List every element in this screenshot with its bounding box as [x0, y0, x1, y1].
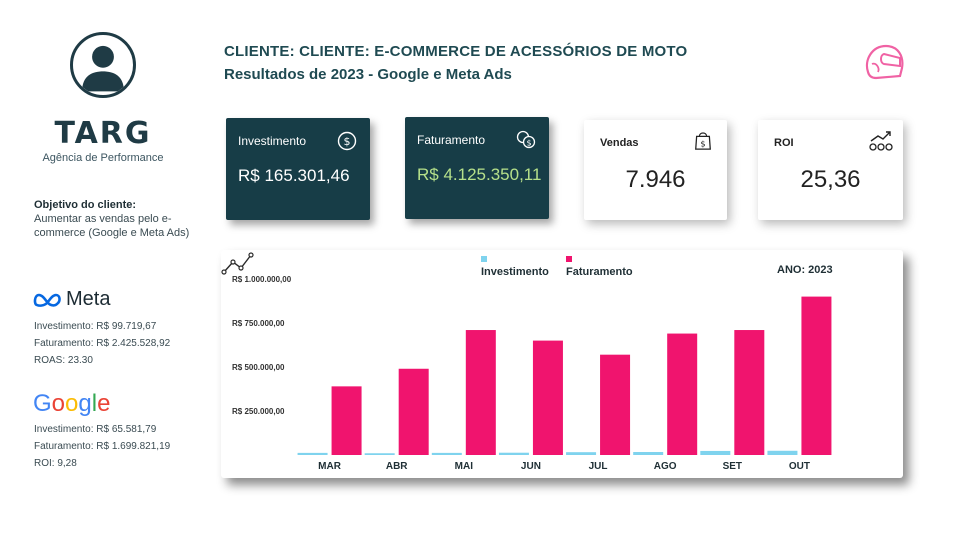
- shopping-bag-icon: $: [695, 132, 711, 150]
- objective-text: Aumentar as vendas pelo e-commerce (Goog…: [34, 213, 190, 239]
- bar-investimento[interactable]: [364, 453, 395, 455]
- bar-faturamento[interactable]: [532, 340, 563, 455]
- motorcycle-helmet-icon: [865, 44, 904, 80]
- bar-investimento[interactable]: [498, 452, 529, 455]
- brand-tagline: Agência de Performance: [42, 152, 164, 164]
- growth-chart-icon: [869, 131, 893, 151]
- bar-investimento[interactable]: [297, 452, 328, 455]
- kpi-roi: ROI 25,36: [758, 120, 903, 220]
- meta-infinity-icon: [33, 293, 61, 307]
- google-roi: ROI: 9,28: [34, 458, 77, 469]
- meta-stats: Investimento: R$ 99.719,67 Faturamento: …: [34, 318, 170, 369]
- google-logo-letter: l: [91, 390, 98, 417]
- kpi-faturamento-label: Faturamento: [417, 133, 486, 147]
- google-investimento: Investimento: R$ 65.581,79: [34, 424, 157, 435]
- meta-roas: ROAS: 23.30: [34, 355, 93, 366]
- svg-text:$: $: [526, 139, 531, 148]
- kpi-faturamento-value: R$ 4.125.350,11: [417, 165, 542, 184]
- kpi-investimento-value: R$ 165.301,46: [238, 166, 350, 185]
- user-avatar-icon: [70, 32, 136, 98]
- bar-faturamento[interactable]: [734, 330, 765, 455]
- google-faturamento: Faturamento: R$ 1.699.821,19: [34, 441, 171, 452]
- legend-label-faturamento: Faturamento: [566, 266, 633, 278]
- bar-faturamento[interactable]: [801, 296, 832, 455]
- google-logo-letter: o: [65, 390, 79, 417]
- objective-label: Objetivo do cliente:: [34, 199, 137, 211]
- bar-investimento[interactable]: [633, 452, 664, 455]
- legend-swatch-investimento: [481, 256, 487, 262]
- legend-swatch-faturamento: [566, 256, 572, 262]
- chart-plot: R$ 1.000.000,00 R$ 750.000,00 R$ 500.000,0…: [232, 275, 832, 472]
- kpi-vendas-value: 7.946: [625, 166, 686, 193]
- bar-faturamento[interactable]: [600, 354, 631, 455]
- google-stats: Investimento: R$ 65.581,79 Faturamento: …: [34, 421, 170, 472]
- kpi-roi-label: ROI: [774, 137, 794, 149]
- bar-faturamento[interactable]: [398, 368, 429, 455]
- client-objective: Objetivo do cliente: Aumentar as vendas …: [34, 198, 194, 240]
- google-logo-letter: g: [78, 390, 92, 417]
- legend-label-investimento: Investimento: [481, 266, 549, 278]
- y-tick-label: R$ 500.000,00: [232, 363, 285, 372]
- report-subtitle: Resultados de 2023 - Google e Meta Ads: [224, 66, 512, 83]
- brand-logo: TARG Agência de Performance: [33, 116, 173, 165]
- google-logo-letter: G: [33, 390, 52, 417]
- report-title: CLIENTE: CLIENTE: E-COMMERCE DE ACESSÓRI…: [224, 43, 688, 60]
- bar-faturamento[interactable]: [667, 333, 698, 455]
- svg-text:$: $: [344, 135, 351, 148]
- chart-year-label: ANO: 2023: [777, 264, 833, 276]
- bar-investimento[interactable]: [700, 450, 731, 455]
- kpi-investimento-label: Investimento: [238, 134, 307, 148]
- kpi-faturamento: Faturamento $ R$ 4.125.350,11: [405, 117, 549, 219]
- x-tick-label: MAI: [455, 461, 474, 472]
- x-tick-label: ABR: [386, 461, 408, 472]
- monthly-revenue-chart: R$ 1.000.000,00 R$ 750.000,00 R$ 500.000,0…: [221, 250, 903, 478]
- bar-investimento[interactable]: [767, 450, 798, 455]
- y-tick-label: R$ 1.000.000,00: [232, 275, 292, 284]
- svg-text:$: $: [700, 138, 705, 148]
- meta-logo-text: Meta: [66, 288, 111, 310]
- coins-icon: $: [516, 130, 536, 149]
- bar-investimento[interactable]: [431, 452, 462, 455]
- google-logo: Google: [33, 390, 110, 418]
- kpi-vendas-label: Vendas: [600, 137, 639, 149]
- x-tick-label: SET: [723, 461, 742, 472]
- dollar-coin-icon: $: [337, 131, 357, 151]
- meta-investimento: Investimento: R$ 99.719,67: [34, 321, 157, 332]
- x-tick-label: JUN: [521, 461, 541, 472]
- bar-faturamento[interactable]: [465, 330, 496, 455]
- bar-investimento[interactable]: [566, 452, 597, 455]
- trend-line-icon: [221, 252, 254, 275]
- y-tick-label: R$ 750.000,00: [232, 319, 285, 328]
- meta-faturamento: Faturamento: R$ 2.425.528,92: [34, 338, 171, 349]
- google-logo-letter: e: [97, 390, 111, 417]
- kpi-vendas: Vendas $ 7.946: [584, 120, 727, 220]
- google-logo-letter: o: [51, 390, 66, 417]
- y-tick-label: R$ 250.000,00: [232, 407, 285, 416]
- x-tick-label: MAR: [318, 461, 342, 472]
- x-tick-label: AGO: [654, 461, 677, 472]
- x-tick-label: OUT: [789, 461, 810, 472]
- kpi-roi-value: 25,36: [800, 166, 861, 193]
- kpi-investimento: Investimento $ R$ 165.301,46: [226, 118, 370, 220]
- brand-name: TARG: [54, 116, 152, 151]
- bar-faturamento[interactable]: [331, 386, 362, 455]
- x-tick-label: JUL: [589, 461, 608, 472]
- meta-logo: Meta: [33, 288, 110, 311]
